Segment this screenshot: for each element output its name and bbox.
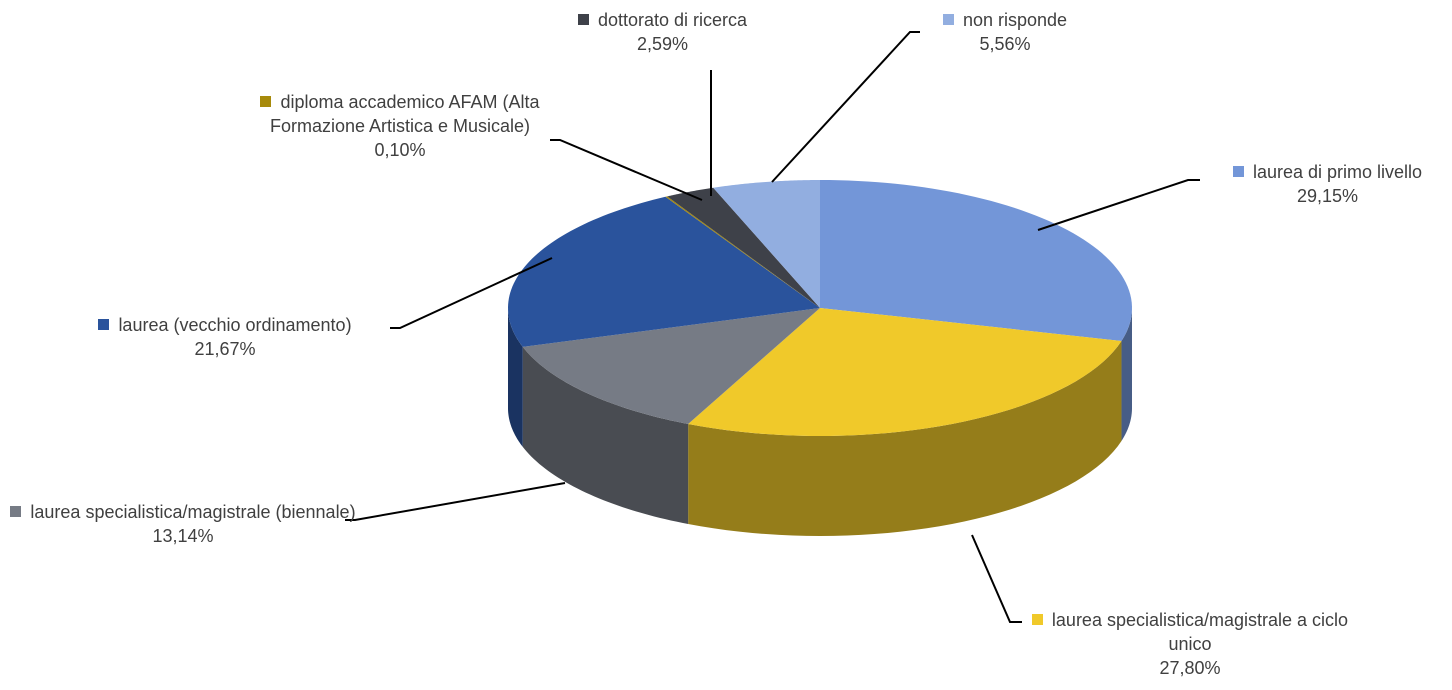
slice [665,196,820,308]
slice [667,187,820,308]
leader-line [345,482,566,521]
label-value: 13,14% [152,526,214,546]
leader-line [771,31,920,183]
legend-swatch [98,319,110,330]
leader-line [550,139,703,201]
leader-line [1037,179,1200,231]
legend-swatch [260,96,272,107]
label-category: non risponde [962,10,1068,30]
slice [688,308,1122,436]
slice-side [508,308,523,447]
data-label: non risponde 5,56% [915,8,1095,56]
legend-swatch [1232,166,1244,177]
label-category: diploma accademico AFAM (Alta Formazione… [269,92,540,136]
slice [522,308,820,425]
slice [820,180,1132,341]
slice-side [688,340,1122,536]
legend-swatch [942,14,954,25]
label-value: 27,80% [1159,658,1221,678]
slice [713,180,820,308]
label-value: 0,10% [374,140,426,160]
label-category: laurea specialistica/magistrale a ciclo … [1051,610,1349,654]
legend-swatch [10,506,22,517]
slice [508,196,820,347]
slice-side [1121,308,1132,441]
data-label: diploma accademico AFAM (Alta Formazione… [235,90,565,162]
data-label: dottorato di ricerca 2,59% [545,8,780,56]
label-value: 21,67% [194,339,256,359]
leader-line [390,257,553,329]
label-value: 29,15% [1296,186,1359,206]
data-label: laurea specialistica/magistrale (biennal… [8,500,358,548]
label-category: dottorato di ricerca [597,10,748,30]
label-category: laurea di primo livello [1252,162,1423,182]
data-label: laurea specialistica/magistrale a ciclo … [1020,608,1360,680]
legend-swatch [1031,614,1043,625]
legend-swatch [577,14,589,25]
leader-line [971,534,1022,623]
data-label: laurea (vecchio ordinamento) 21,67% [55,313,395,361]
label-value: 2,59% [636,34,689,54]
slice-side [522,346,689,525]
label-value: 5,56% [979,34,1031,54]
label-category: laurea specialistica/magistrale (biennal… [30,502,356,522]
data-label: laurea di primo livello 29,15% [1205,160,1450,208]
label-category: laurea (vecchio ordinamento) [118,315,352,335]
